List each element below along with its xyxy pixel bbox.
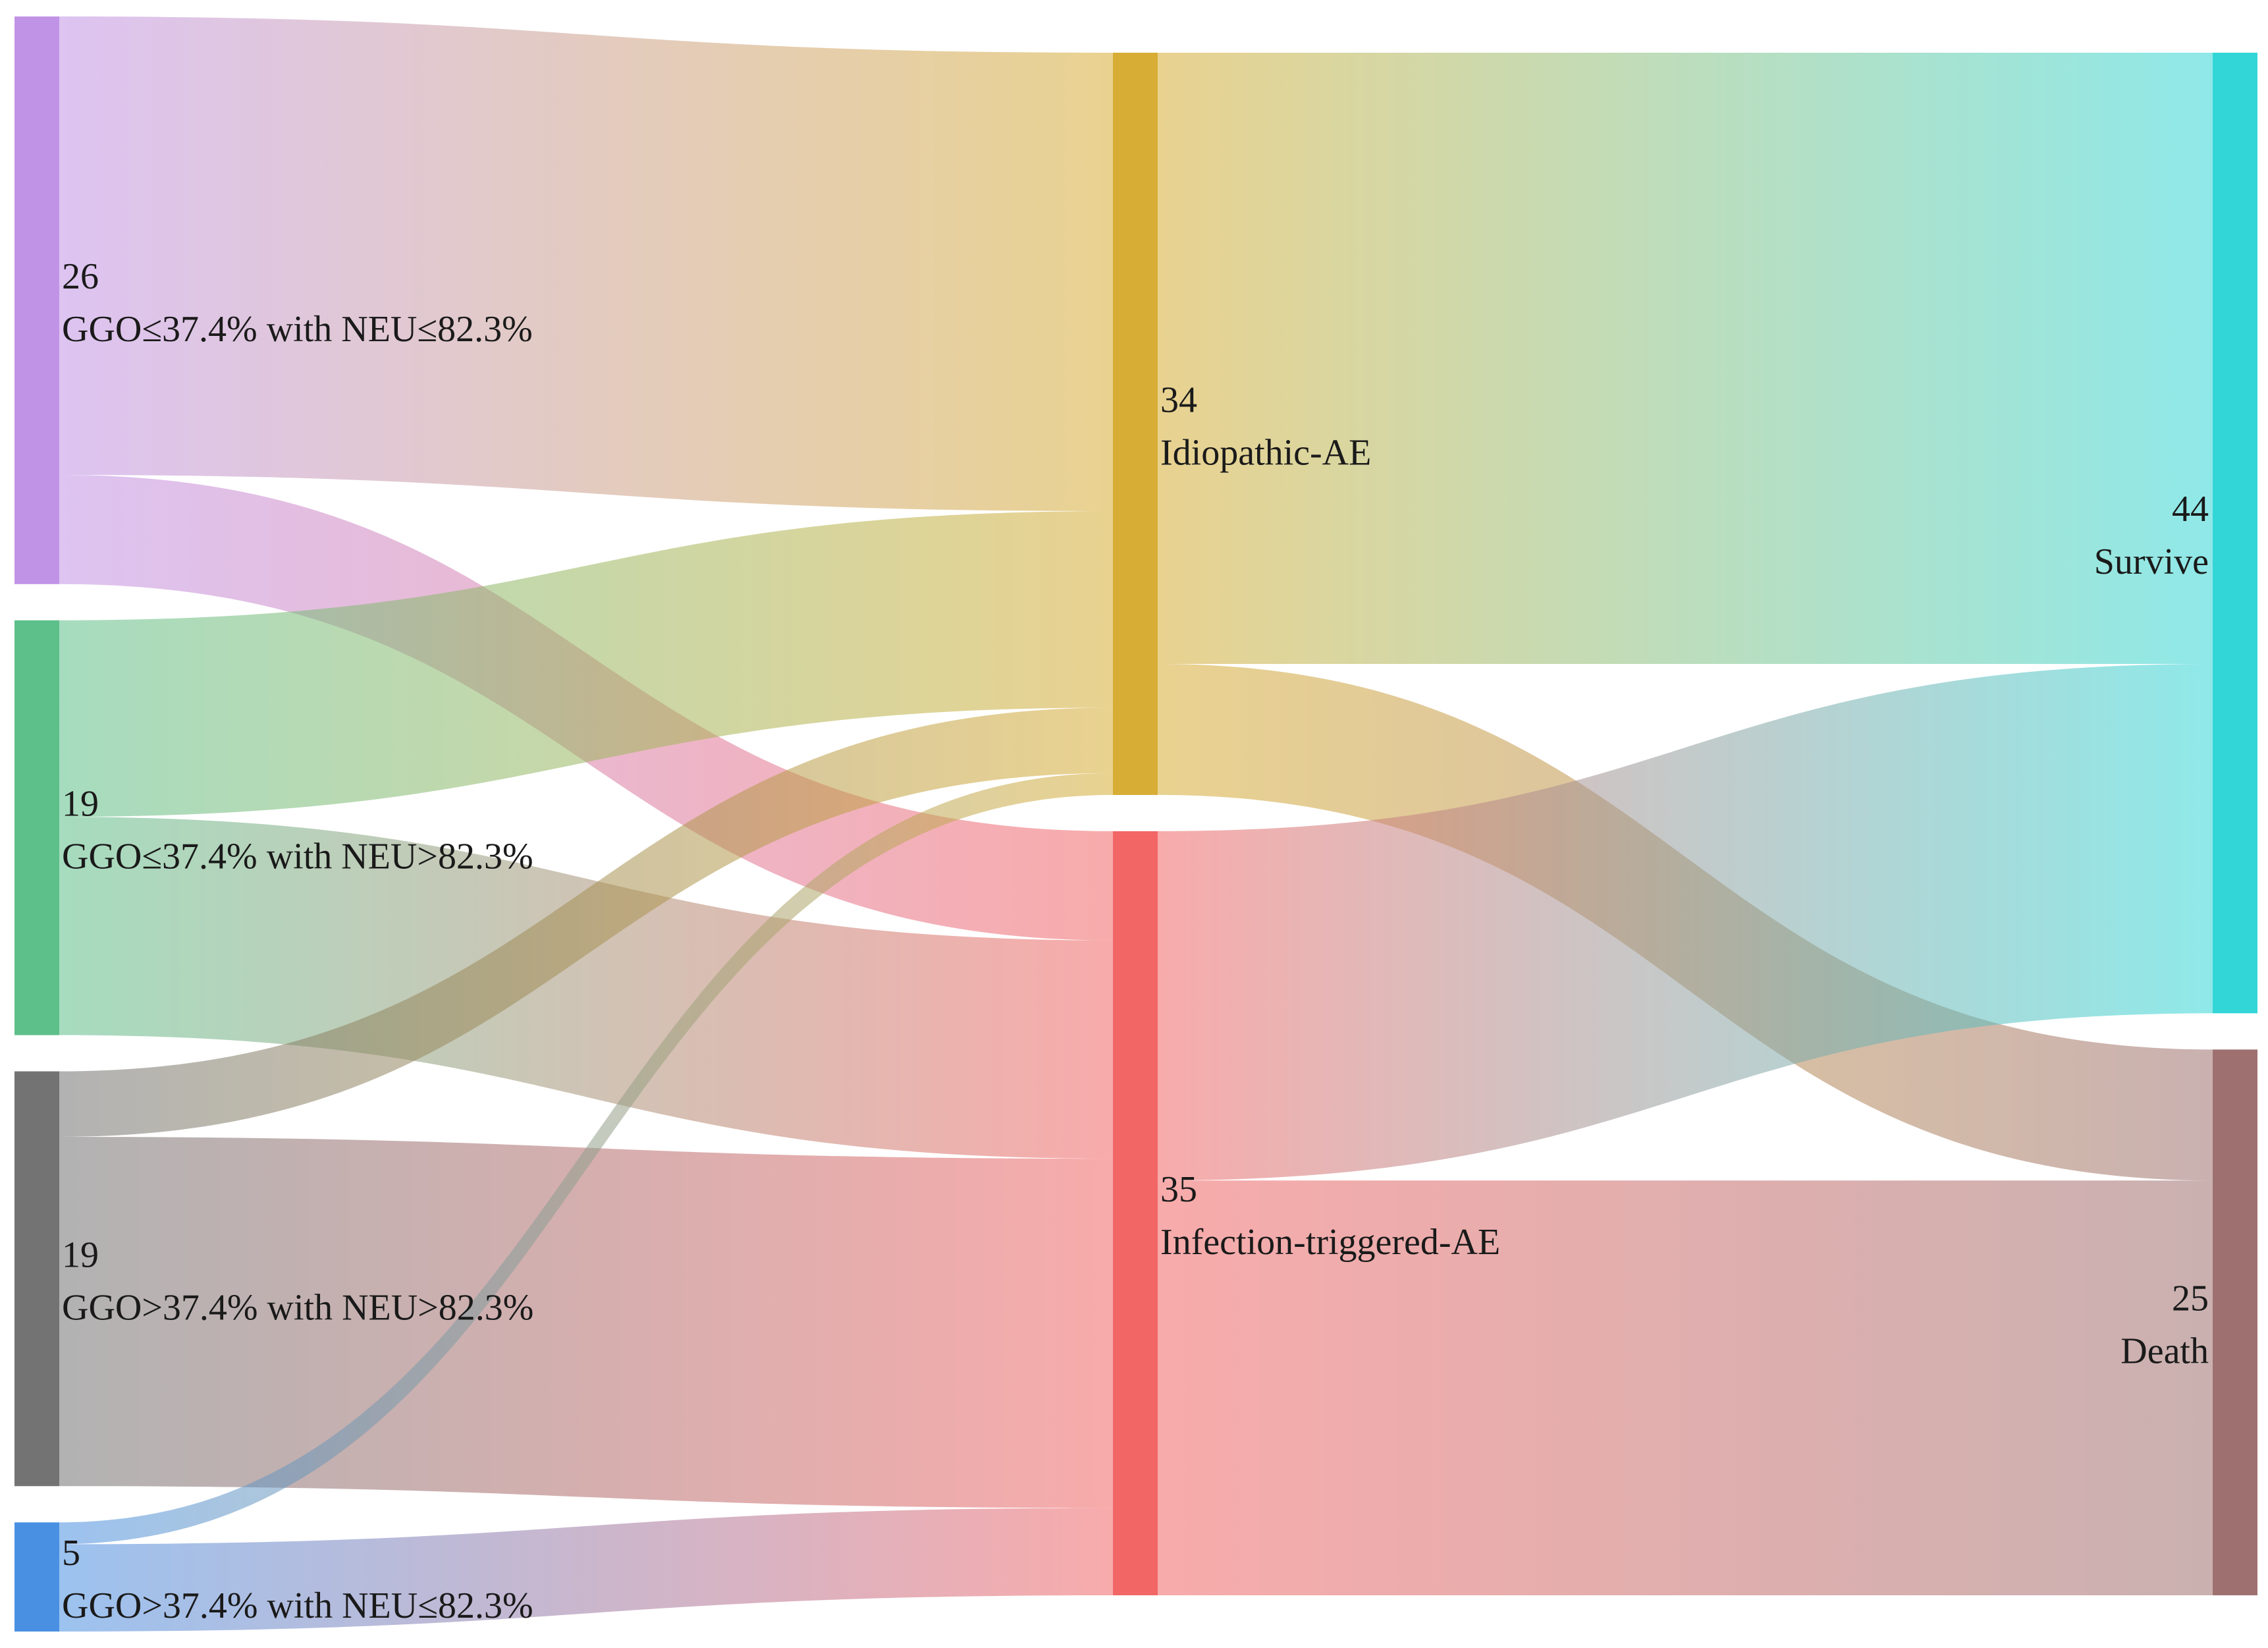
node-name-label-n4: GGO>37.4% with NEU≤82.3% bbox=[62, 1585, 533, 1626]
link-n4-n5 bbox=[59, 773, 1113, 1545]
node-n4 bbox=[14, 1522, 59, 1632]
node-value-label-n1: 26 bbox=[62, 256, 99, 297]
link-n4-n6 bbox=[59, 1508, 1113, 1632]
node-value-label-n5: 34 bbox=[1160, 379, 1197, 420]
node-value-label-n2: 19 bbox=[62, 784, 99, 825]
node-value-label-n7: 44 bbox=[2172, 489, 2209, 530]
link-n6-n8 bbox=[1158, 1180, 2213, 1595]
node-n8 bbox=[2213, 1049, 2257, 1595]
node-value-label-n4: 5 bbox=[62, 1533, 80, 1574]
link-n3-n5 bbox=[59, 707, 1113, 1137]
node-value-label-n3: 19 bbox=[62, 1234, 99, 1275]
link-n1-n5 bbox=[59, 16, 1113, 512]
node-n2 bbox=[14, 620, 59, 1035]
node-name-label-n6: Infection-triggered-AE bbox=[1160, 1222, 1500, 1263]
node-name-label-n8: Death bbox=[2120, 1331, 2209, 1372]
node-value-label-n6: 35 bbox=[1160, 1169, 1197, 1210]
link-n2-n5 bbox=[59, 511, 1113, 817]
link-n5-n7 bbox=[1158, 53, 2213, 665]
node-n7 bbox=[2213, 53, 2257, 1014]
link-n2-n6 bbox=[59, 817, 1113, 1159]
node-name-label-n5: Idiopathic-AE bbox=[1160, 432, 1371, 473]
node-n5 bbox=[1113, 53, 1158, 795]
node-n6 bbox=[1113, 831, 1158, 1595]
links-layer bbox=[59, 16, 2213, 1632]
node-name-label-n1: GGO≤37.4% with NEU≤82.3% bbox=[62, 309, 533, 350]
node-name-label-n2: GGO≤37.4% with NEU>82.3% bbox=[62, 837, 533, 877]
node-n3 bbox=[14, 1071, 59, 1487]
link-n3-n6 bbox=[59, 1136, 1113, 1508]
node-n1 bbox=[14, 16, 59, 584]
nodes-layer bbox=[14, 16, 2257, 1632]
link-n6-n7 bbox=[1158, 664, 2213, 1181]
labels-layer: 26 GGO≤37.4% with NEU≤82.3% 19 GGO≤37.4% wi… bbox=[62, 256, 2209, 1626]
node-name-label-n3: GGO>37.4% with NEU>82.3% bbox=[62, 1287, 533, 1328]
node-name-label-n7: Survive bbox=[2094, 541, 2209, 582]
node-value-label-n8: 25 bbox=[2172, 1278, 2209, 1319]
